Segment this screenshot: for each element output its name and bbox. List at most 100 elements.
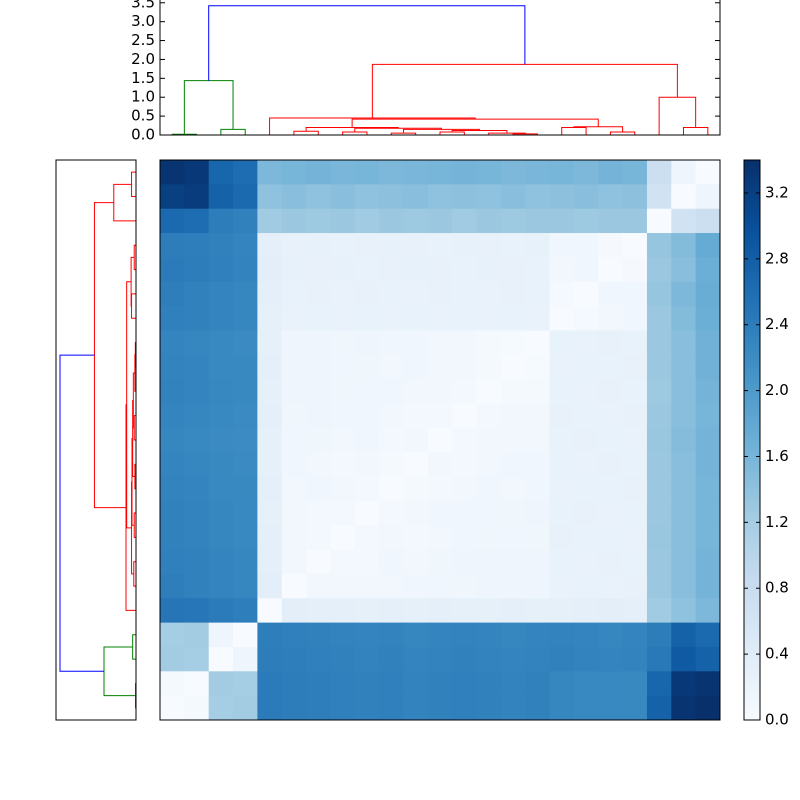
heatmap-cell — [500, 184, 526, 210]
heatmap-cell — [549, 257, 575, 283]
heatmap-cell — [622, 257, 648, 283]
heatmap-cell — [379, 671, 404, 697]
heatmap-cell — [233, 160, 258, 185]
heatmap-cell — [500, 208, 526, 234]
heatmap-cell — [403, 281, 429, 307]
heatmap-cell — [281, 671, 307, 697]
heatmap-cell — [622, 330, 648, 356]
heatmap-cell — [208, 257, 234, 283]
heatmap-cell — [476, 671, 502, 697]
heatmap-cell — [549, 354, 575, 380]
heatmap-cell — [549, 160, 575, 185]
heatmap-cell — [598, 695, 624, 721]
colorbar-tick-label: 0.0 — [765, 711, 789, 729]
dendrogram-link — [354, 127, 443, 132]
heatmap-cell — [208, 403, 234, 429]
heatmap-cell — [622, 549, 648, 575]
heatmap-cell — [403, 476, 429, 502]
heatmap-cell — [573, 525, 599, 551]
heatmap-cell — [281, 184, 307, 210]
heatmap-cell — [598, 622, 624, 648]
heatmap-cell — [549, 549, 575, 575]
heatmap-cell — [330, 476, 356, 502]
dendrogram-link — [93, 202, 126, 509]
heatmap-cell — [646, 354, 672, 380]
heatmap-cell — [622, 306, 648, 331]
heatmap-cell — [646, 646, 672, 672]
heatmap-cell — [695, 427, 721, 453]
heatmap-cell — [233, 281, 258, 307]
heatmap-cell — [695, 379, 721, 404]
heatmap-cell — [354, 208, 380, 234]
heatmap-cell — [646, 403, 672, 429]
heatmap-cell — [549, 500, 575, 526]
heatmap-cell — [549, 281, 575, 307]
dendrogram-link — [371, 63, 678, 118]
heatmap-cell — [208, 573, 234, 599]
heatmap-cell — [306, 257, 331, 283]
heatmap-cell — [257, 257, 283, 283]
heatmap-cell — [160, 549, 185, 575]
heatmap-cell — [354, 427, 380, 453]
heatmap-cell — [330, 622, 356, 648]
heatmap-cell — [354, 160, 380, 185]
heatmap-cell — [573, 549, 599, 575]
heatmap-cell — [160, 330, 185, 356]
heatmap-cell — [500, 306, 526, 331]
heatmap-cell — [184, 354, 210, 380]
heatmap-cell — [403, 427, 429, 453]
heatmap-cell — [476, 257, 502, 283]
heatmap-cell — [330, 160, 356, 185]
heatmap-cell — [330, 598, 356, 624]
heatmap-cell — [671, 257, 697, 283]
heatmap-cell — [306, 208, 331, 234]
colorbar — [744, 160, 760, 720]
heatmap-cell — [354, 573, 380, 599]
heatmap-cell — [525, 306, 551, 331]
heatmap-cell — [184, 184, 210, 210]
heatmap-cell — [403, 403, 429, 429]
heatmap-cell — [646, 695, 672, 721]
heatmap-cell — [476, 379, 502, 404]
heatmap-cell — [695, 160, 721, 185]
heatmap-cell — [427, 208, 453, 234]
heatmap-cell — [184, 379, 210, 404]
heatmap-cell — [281, 598, 307, 624]
heatmap-cell — [500, 622, 526, 648]
heatmap-cell — [476, 598, 502, 624]
heatmap-cell — [452, 549, 478, 575]
heatmap-cell — [354, 233, 380, 258]
heatmap-cell — [281, 427, 307, 453]
heatmap-cell — [525, 354, 551, 380]
heatmap-cell — [160, 598, 185, 624]
heatmap-cell — [281, 476, 307, 502]
heatmap-cell — [257, 403, 283, 429]
heatmap-cell — [452, 500, 478, 526]
heatmap-cell — [427, 403, 453, 429]
heatmap-cell — [573, 379, 599, 404]
heatmap-cell — [671, 281, 697, 307]
heatmap-cell — [281, 281, 307, 307]
dendrogram-link — [573, 126, 624, 132]
heatmap-cell — [208, 427, 234, 453]
dendrogram-link — [131, 481, 134, 575]
heatmap-cell — [500, 671, 526, 697]
heatmap-cell — [573, 330, 599, 356]
heatmap-cell — [573, 452, 599, 478]
dendrogram-link — [133, 561, 136, 587]
heatmap-cell — [646, 500, 672, 526]
heatmap-cell — [427, 671, 453, 697]
heatmap-cell — [184, 306, 210, 331]
heatmap-cell — [184, 257, 210, 283]
heatmap-cell — [646, 160, 672, 185]
heatmap-cell — [476, 573, 502, 599]
y-tick-label: 0.0 — [131, 126, 155, 144]
heatmap-cell — [233, 184, 258, 210]
heatmap-cell — [500, 476, 526, 502]
heatmap-cell — [330, 330, 356, 356]
heatmap-cell — [281, 622, 307, 648]
heatmap-cell — [354, 598, 380, 624]
heatmap-cell — [525, 476, 551, 502]
heatmap-cell — [427, 573, 453, 599]
heatmap-cell — [160, 476, 185, 502]
